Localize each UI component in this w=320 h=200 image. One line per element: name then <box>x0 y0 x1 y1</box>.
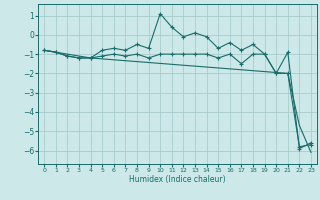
X-axis label: Humidex (Indice chaleur): Humidex (Indice chaleur) <box>129 175 226 184</box>
